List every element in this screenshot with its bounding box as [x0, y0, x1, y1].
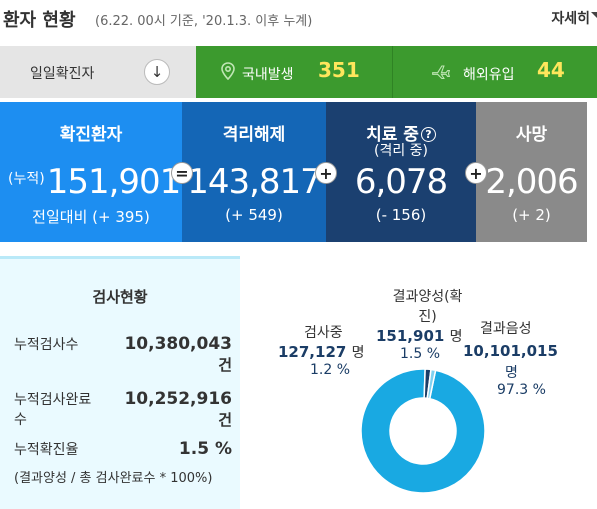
card-death: 사망 2,006 (+ 2)	[476, 102, 587, 242]
test-row-value: 1.5 %	[178, 439, 232, 459]
donut-chart	[360, 368, 486, 494]
card-confirmed: 확진환자 (누적)151,901 전일대비 (+ 395)	[0, 102, 182, 242]
test-row-label-line1: 누적검사완료	[14, 392, 92, 408]
tab-overseas[interactable]: 해외유입 44	[392, 46, 597, 98]
status-cards: 확진환자 (누적)151,901 전일대비 (+ 395) 격리해제 143,8…	[0, 102, 597, 242]
treatment-value: 6,078	[354, 162, 448, 202]
overseas-count: 44	[537, 58, 565, 82]
death-value: 2,006	[485, 162, 578, 202]
positive-label-line1: 결과양성(확	[392, 289, 463, 305]
released-value: 143,817	[187, 162, 322, 202]
testing-pct: 1.2 %	[310, 362, 351, 378]
details-link[interactable]: 자세히	[551, 8, 597, 28]
treatment-title-row: 치료 중?	[326, 120, 476, 145]
arrow-down-icon[interactable]: ↓	[144, 59, 170, 85]
page-subtitle: (6.22. 00시 기준, '20.1.3. 이후 누계)	[95, 14, 313, 29]
confirmed-value: 151,901	[46, 162, 182, 202]
card-treatment: 치료 중? (격리 중) 6,078 (- 156)	[326, 102, 476, 242]
tab-daily-confirmed[interactable]: 일일확진자 ↓	[0, 46, 196, 98]
location-pin-icon	[221, 62, 235, 81]
test-row-total: 누적검사수 10,380,043 건	[14, 334, 232, 374]
death-diff: (+ 2)	[512, 206, 551, 224]
equals-icon: =	[171, 162, 193, 184]
confirmed-prefix: (누적)	[8, 171, 45, 187]
test-row-rate: 누적확진율 1.5 %	[14, 439, 232, 461]
released-title: 격리해제	[222, 125, 286, 145]
testing-label: 검사중	[304, 325, 343, 341]
header: 환자 현황 (6.22. 00시 기준, '20.1.3. 이후 누계) 자세히	[0, 0, 597, 40]
test-row-unit: 건	[218, 411, 232, 429]
slice-testing	[426, 368, 437, 400]
negative-unit: 명	[505, 365, 518, 381]
test-row-value: 10,380,043	[124, 334, 232, 354]
card-released: 격리해제 143,817 (+ 549)	[182, 102, 326, 242]
test-row-label-line2: 수	[14, 412, 27, 428]
domestic-count: 351	[318, 58, 360, 82]
test-row-label: 누적확진율	[14, 442, 79, 458]
confirmed-value-row: (누적)151,901	[8, 162, 182, 202]
test-row-unit: 건	[218, 356, 232, 374]
test-rate-note: (결과양성 / 총 검사완료수 * 100%)	[14, 471, 213, 486]
treatment-diff: (- 156)	[375, 206, 427, 224]
slice-negative	[360, 368, 486, 494]
confirmed-title: 확진환자	[59, 125, 123, 145]
test-status-title: 검사현황	[92, 288, 148, 306]
airplane-icon	[432, 65, 451, 80]
tab-daily-label: 일일확진자	[30, 66, 95, 82]
test-row-label: 누적검사수	[14, 337, 79, 353]
tab-domestic[interactable]: 국내발생 351	[196, 46, 392, 98]
overseas-label: 해외유입	[463, 67, 515, 83]
confirmed-diff: 전일대비 (+ 395)	[32, 208, 150, 226]
help-icon[interactable]: ?	[420, 127, 436, 142]
death-title: 사망	[515, 125, 548, 145]
negative-pct: 97.3 %	[497, 382, 546, 398]
treatment-title: 치료 중	[366, 125, 419, 145]
testing-value-row: 127,127 명	[278, 342, 364, 362]
positive-label-line2: 진)	[418, 309, 437, 325]
positive-unit: 명	[449, 329, 463, 345]
negative-value: 10,101,015	[463, 342, 558, 360]
testing-unit: 명	[351, 345, 365, 361]
released-diff: (+ 549)	[225, 206, 283, 224]
page-title: 환자 현황	[3, 10, 76, 31]
test-row-value: 10,252,916	[124, 389, 232, 409]
plus-icon: +	[315, 162, 337, 184]
testing-value: 127,127	[278, 343, 347, 361]
negative-label: 결과음성	[480, 321, 532, 337]
positive-pct: 1.5 %	[400, 346, 441, 362]
plus-icon: +	[465, 162, 487, 184]
positive-value-row: 151,901 명	[376, 326, 462, 346]
domestic-label: 국내발생	[242, 67, 294, 83]
case-tabs: 일일확진자 ↓ 국내발생 351 해외유입 44	[0, 46, 597, 98]
positive-value: 151,901	[376, 327, 445, 345]
treatment-subtitle: (격리 중)	[373, 143, 428, 159]
